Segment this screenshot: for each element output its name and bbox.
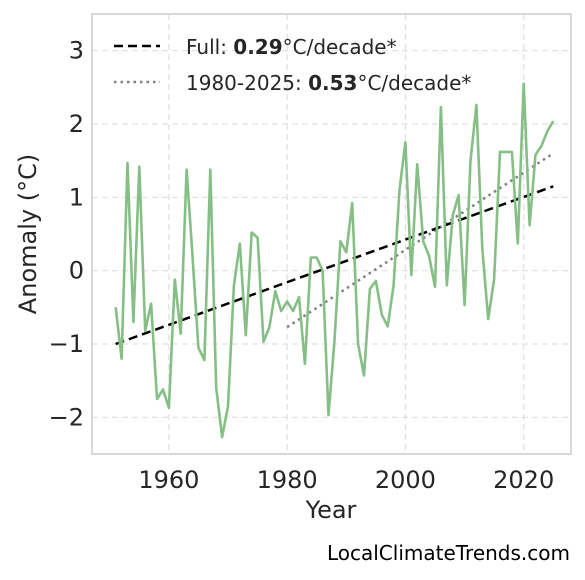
- trend-line-recent: [286, 152, 554, 329]
- trend-line-full: [115, 185, 554, 346]
- legend-label-full: Full: 0.29°C/decade*: [186, 35, 397, 59]
- y-tick-label: −2: [49, 403, 84, 431]
- legend-full-suffix: °C/decade*: [283, 35, 397, 59]
- x-tick-label: 2020: [493, 466, 554, 494]
- x-axis-title: Year: [305, 496, 357, 524]
- x-tick-label: 1960: [138, 466, 199, 494]
- y-tick-label: 3: [69, 37, 84, 65]
- credit-text: LocalClimateTrends.com: [327, 541, 570, 565]
- legend-recent-prefix: 1980-2025:: [186, 71, 308, 95]
- series-line: [114, 82, 555, 439]
- x-tick-labels: 1960 1980 2000 2020: [138, 466, 554, 494]
- legend-recent-value: 0.53: [308, 71, 357, 95]
- y-axis-title: Anomaly (°C): [14, 154, 42, 314]
- legend-recent-suffix: °C/decade*: [357, 71, 471, 95]
- legend-full-prefix: Full:: [186, 35, 233, 59]
- plot-frame: [91, 13, 572, 455]
- series-layer: [114, 82, 555, 439]
- legend-full-value: 0.29: [233, 35, 282, 59]
- y-tick-label: 0: [69, 257, 84, 285]
- y-tick-label: 2: [69, 110, 84, 138]
- legend: Full: 0.29°C/decade* 1980-2025: 0.53°C/d…: [114, 35, 471, 95]
- y-tick-label: −1: [49, 330, 84, 358]
- x-tick-label: 2000: [375, 466, 436, 494]
- legend-label-recent: 1980-2025: 0.53°C/decade*: [186, 71, 471, 95]
- x-tick-label: 1980: [257, 466, 318, 494]
- y-tick-labels: −2 −1 0 1 2 3: [49, 37, 84, 432]
- y-tick-label: 1: [69, 183, 84, 211]
- trend-lines: [115, 152, 554, 346]
